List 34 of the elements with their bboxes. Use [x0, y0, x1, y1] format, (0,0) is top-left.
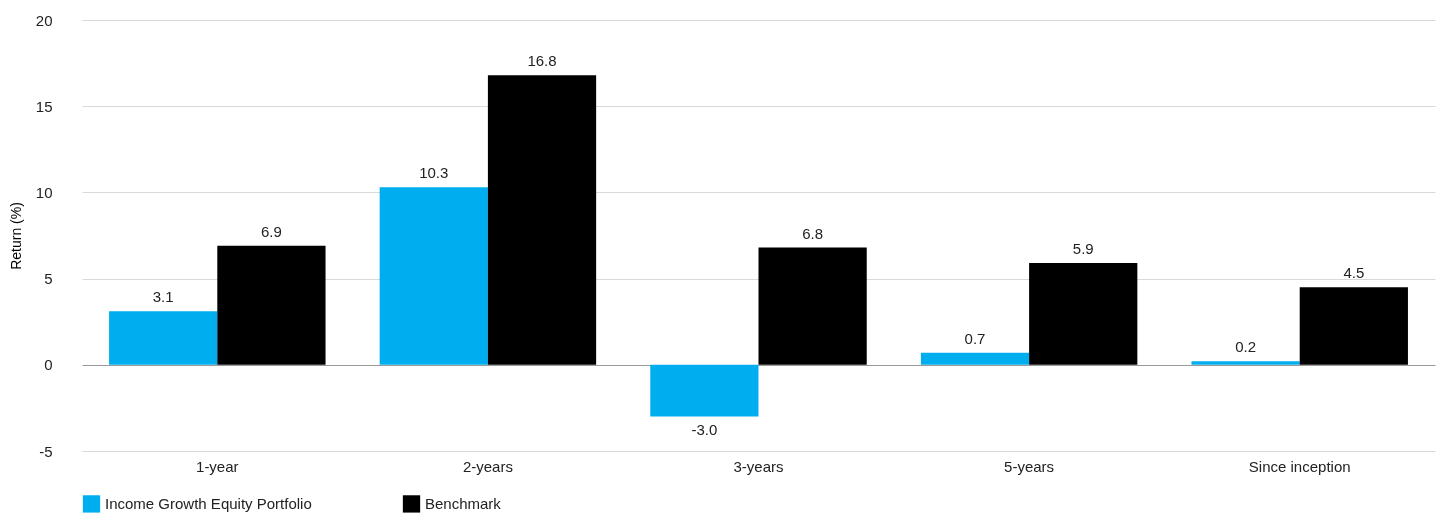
data-label: 10.3 [419, 164, 449, 182]
x-tick-label: 1-year [196, 457, 239, 475]
data-label: 6.8 [802, 224, 824, 242]
data-label: 6.9 [260, 222, 282, 240]
y-tick-label: 20 [35, 11, 53, 29]
x-tick-label: 5-years [1004, 457, 1055, 475]
bar [379, 187, 488, 365]
data-label: 5.9 [1072, 240, 1094, 258]
bar [487, 75, 597, 365]
bar [1299, 287, 1408, 365]
y-axis-title: Return (%) [7, 202, 24, 270]
y-tick-label: 15 [35, 97, 53, 115]
legend-label: Benchmark [425, 494, 502, 512]
data-label: 0.2 [1235, 338, 1257, 356]
y-tick-label: 10 [35, 183, 53, 201]
bar [1029, 263, 1138, 365]
bar [217, 245, 326, 365]
y-tick-label: -5 [39, 442, 53, 460]
bar [758, 247, 867, 365]
x-tick-label: Since inception [1248, 457, 1351, 475]
data-label: 4.5 [1343, 264, 1365, 282]
data-label: 16.8 [527, 52, 557, 70]
data-label: -3.0 [691, 420, 718, 438]
bar [650, 364, 759, 417]
data-label: 0.7 [964, 329, 986, 347]
y-tick-label: 5 [44, 270, 53, 288]
data-label: 3.1 [152, 288, 174, 306]
bar [109, 311, 218, 365]
bar [920, 352, 1030, 365]
y-tick-label: 0 [44, 356, 53, 374]
legend-label: Income Growth Equity Portfolio [105, 494, 312, 512]
bar [1191, 361, 1300, 365]
x-tick-label: 3-years [733, 457, 784, 475]
x-tick-label: 2-years [462, 457, 513, 475]
